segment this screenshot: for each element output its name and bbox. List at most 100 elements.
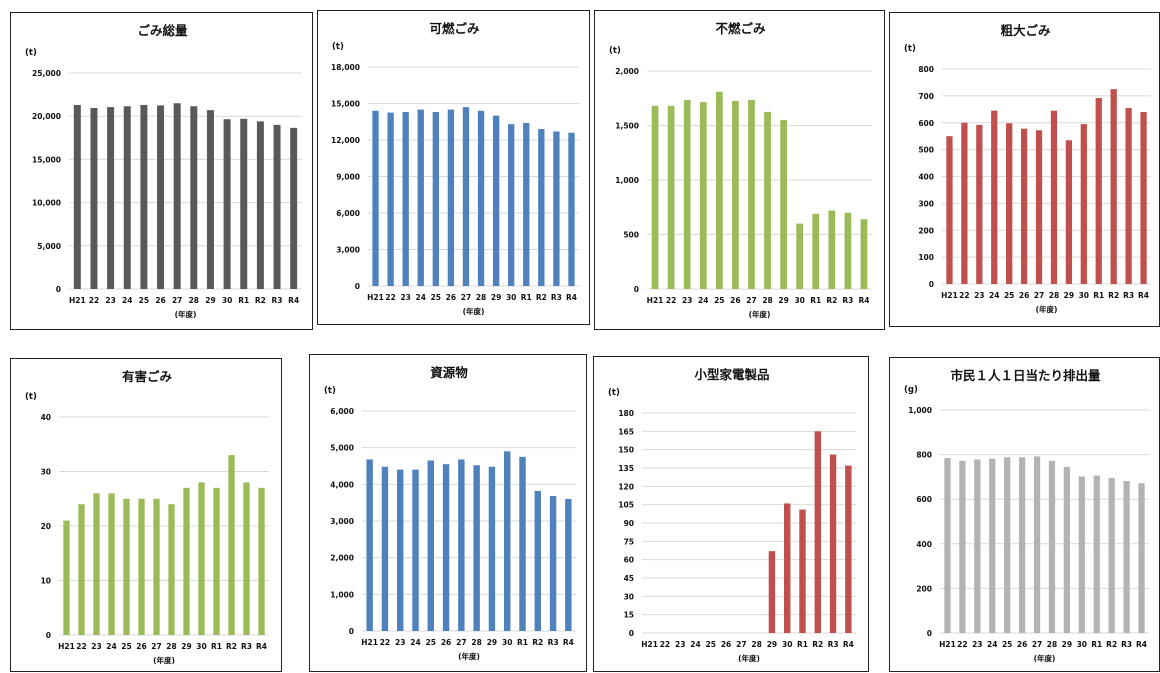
chart-panel-per-capita: 市民１人１日当たり排出量 (g) 0 200 400 600 800 1,000 H21 22 23… [889, 357, 1160, 672]
x-tick-label: 28 [751, 640, 761, 649]
bar [492, 115, 500, 287]
bar [258, 487, 265, 635]
x-tick-label: 23 [395, 638, 405, 647]
bar [1048, 460, 1056, 633]
bar [961, 122, 968, 284]
y-unit-label: (t) [324, 386, 336, 396]
bar [290, 127, 298, 289]
x-axis-label: (年度) [153, 655, 175, 665]
x-tick-label: 28 [471, 638, 481, 647]
x-tick-label: R4 [288, 296, 299, 305]
x-tick-label: H21 [69, 296, 86, 305]
x-tick-label: R3 [1123, 291, 1134, 300]
x-tick-label: 29 [1062, 640, 1072, 649]
x-tick-label: 30 [794, 296, 804, 305]
y-tick-label: 60 [624, 556, 634, 565]
x-tick-label: R2 [1106, 640, 1117, 649]
y-unit-label: (t) [332, 42, 344, 52]
chart-svg: 粗大ごみ (t) 0 100 200 300 400 500 600 700 800 H21 22 23 2… [904, 23, 1151, 314]
y-tick-label: 800 [918, 65, 934, 74]
bar [432, 112, 439, 287]
bar [683, 99, 691, 289]
x-tick-label: 27 [151, 642, 161, 651]
bar [1108, 478, 1115, 633]
bar [1050, 110, 1058, 284]
x-tick-label: 25 [121, 642, 131, 651]
x-tick-label: R2 [255, 296, 266, 305]
y-tick-label: 500 [623, 231, 639, 240]
bar [90, 107, 98, 289]
chart-panel-hazardous: 有害ごみ (t) 0 10 20 30 40 H21 22 23 24 25 26 27 28 29 30 R1 R… [10, 358, 282, 672]
bar [123, 498, 130, 635]
x-tick-label: R1 [810, 296, 821, 305]
x-tick-label: 24 [106, 642, 116, 651]
y-tick-label: 30 [624, 592, 634, 601]
bar [190, 106, 198, 289]
y-tick-label: 4,000 [330, 480, 354, 489]
y-tick-label: 1,000 [615, 176, 639, 185]
x-tick-label: R2 [826, 296, 837, 305]
y-tick-label: 5,000 [37, 242, 61, 251]
x-axis-label: (年度) [1036, 304, 1058, 314]
x-tick-label: 28 [476, 293, 486, 302]
bar [366, 459, 373, 631]
y-tick-label: 2,000 [615, 67, 639, 76]
y-tick-label: 800 [916, 451, 932, 460]
bar [1080, 124, 1087, 284]
bar [523, 122, 530, 286]
bar [1123, 480, 1130, 633]
x-tick-label: 22 [89, 296, 99, 305]
bar [387, 112, 394, 286]
x-tick-label: R1 [517, 638, 528, 647]
x-tick-label: 25 [1004, 291, 1014, 300]
x-tick-label: 23 [400, 293, 410, 302]
x-tick-label: R1 [238, 296, 249, 305]
y-tick-label: 400 [918, 173, 934, 182]
bar [699, 102, 707, 289]
bar [812, 213, 820, 289]
bar [243, 482, 250, 635]
y-tick-label: 0 [355, 282, 360, 291]
chart-panel-bulky: 粗大ごみ (t) 0 100 200 300 400 500 600 700 800 H21 22 23 2… [889, 12, 1160, 327]
y-tick-label: 300 [918, 199, 934, 208]
bar [1138, 483, 1145, 633]
x-tick-label: R3 [828, 640, 839, 649]
bar [183, 487, 190, 635]
chart-panel-resources: 資源物 (t) 0 1,000 2,000 3,000 4,000 5,000 6,000 H21… [309, 354, 587, 672]
y-tick-label: 100 [918, 253, 934, 262]
bar [108, 493, 115, 635]
x-tick-label: 26 [1019, 291, 1029, 300]
x-tick-label: 26 [446, 293, 456, 302]
x-tick-label: R1 [1091, 640, 1102, 649]
bar [553, 131, 560, 286]
chart-title: 有害ごみ [122, 369, 173, 384]
x-tick-label: 23 [91, 642, 101, 651]
x-tick-label: R3 [548, 638, 559, 647]
x-tick-label: H21 [361, 638, 378, 647]
chart-svg: ごみ総量 (t) 0 5,000 10,000 15,000 20,000 25,000 H21… [25, 23, 302, 319]
x-tick-label: 28 [189, 296, 199, 305]
x-tick-label: 27 [172, 296, 182, 305]
y-tick-label: 30 [41, 468, 51, 477]
bar [1095, 98, 1102, 285]
y-tick-label: 15 [624, 611, 634, 620]
bar [860, 219, 868, 289]
y-tick-label: 120 [618, 482, 634, 491]
x-tick-label: 24 [690, 640, 700, 649]
x-tick-label: 29 [491, 293, 501, 302]
y-tick-label: 25,000 [32, 69, 61, 78]
bar [123, 106, 131, 289]
y-tick-label: 6,000 [330, 407, 354, 416]
x-tick-label: 27 [746, 296, 756, 305]
y-tick-label: 90 [624, 519, 634, 528]
x-tick-label: 30 [196, 642, 206, 651]
bar [107, 107, 115, 290]
y-tick-label: 1,500 [615, 122, 639, 131]
bar [1020, 128, 1028, 284]
y-tick-label: 0 [634, 285, 639, 294]
y-unit-label: (t) [608, 388, 620, 398]
bar [974, 459, 981, 633]
x-tick-label: 22 [666, 296, 676, 305]
bar [73, 104, 81, 289]
chart-title: 不燃ごみ [715, 21, 766, 36]
